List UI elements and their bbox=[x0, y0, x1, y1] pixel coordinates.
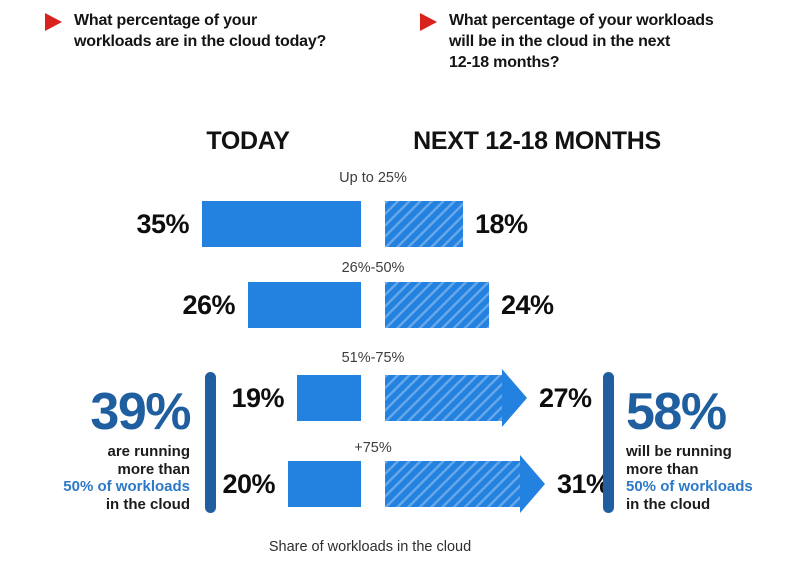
summary-line: 50% of workloads bbox=[63, 478, 190, 495]
next-bar-group bbox=[385, 455, 545, 513]
today-bar bbox=[248, 282, 361, 328]
next-half: 18% bbox=[385, 201, 528, 247]
summary-line: 50% of workloads bbox=[626, 478, 753, 495]
next-bar-group bbox=[385, 369, 527, 427]
bar-row: 35% 18% bbox=[0, 201, 806, 247]
arrow-head-icon bbox=[502, 369, 527, 427]
summary-line: in the cloud bbox=[105, 495, 190, 513]
next-bar bbox=[385, 201, 463, 247]
next-bar bbox=[385, 282, 489, 328]
next-half: 24% bbox=[385, 282, 554, 328]
summary-left: 39% are running more than 50% of workloads… bbox=[30, 383, 191, 513]
today-half: 20% bbox=[0, 461, 361, 507]
category-label: 26%-50% bbox=[341, 260, 405, 276]
category-label: Up to 25% bbox=[339, 170, 407, 186]
next-half: 27% bbox=[385, 369, 592, 427]
category-label: 51%-75% bbox=[341, 350, 405, 366]
bar-row: 19% 27% bbox=[0, 369, 806, 427]
summary-line: in the cloud bbox=[626, 495, 711, 513]
today-value-label: 20% bbox=[222, 468, 275, 499]
next-bar-group bbox=[385, 282, 489, 328]
summary-line: more than bbox=[626, 460, 699, 478]
column-header-today: TODAY bbox=[206, 127, 290, 155]
question-next: What percentage of your workloads will be… bbox=[420, 10, 714, 73]
summary-left-value: 39% bbox=[90, 383, 191, 441]
summary-line: more than bbox=[117, 460, 190, 478]
summary-right: 58% will be running more than 50% of workl… bbox=[626, 386, 806, 513]
summary-accent-bar-left bbox=[205, 372, 216, 513]
bar-row: 20% 31% bbox=[0, 455, 806, 513]
next-value-label: 24% bbox=[501, 289, 554, 320]
today-half: 19% bbox=[0, 375, 361, 421]
summary-line: are running bbox=[107, 443, 190, 460]
summary-right-text: will be running more than 50% of workloads… bbox=[626, 443, 806, 513]
today-bar bbox=[202, 201, 361, 247]
today-bar bbox=[288, 461, 361, 507]
today-value-label: 35% bbox=[136, 208, 189, 239]
next-half: 31% bbox=[385, 455, 610, 513]
today-bar bbox=[297, 375, 361, 421]
category-label: +75% bbox=[354, 440, 392, 456]
today-value-label: 19% bbox=[231, 382, 284, 413]
bar-row: 26% 24% bbox=[0, 282, 806, 328]
summary-accent-bar-right bbox=[603, 372, 614, 513]
next-bar bbox=[385, 461, 520, 507]
next-value-label: 18% bbox=[475, 208, 528, 239]
today-value-label: 26% bbox=[182, 289, 235, 320]
next-value-label: 31% bbox=[557, 468, 610, 499]
column-header-next: NEXT 12-18 MONTHS bbox=[413, 127, 661, 155]
axis-caption: Share of workloads in the cloud bbox=[268, 539, 472, 555]
red-triangle-bullet-icon bbox=[420, 13, 437, 31]
next-value-label: 27% bbox=[539, 382, 592, 413]
arrow-head-icon bbox=[520, 455, 545, 513]
summary-left-text: are running more than 50% of workloads in t… bbox=[30, 443, 190, 513]
next-bar bbox=[385, 375, 502, 421]
question-today: What percentage of your workloads are in … bbox=[45, 10, 326, 52]
summary-right-value: 58% bbox=[626, 383, 727, 441]
next-bar-group bbox=[385, 201, 463, 247]
red-triangle-bullet-icon bbox=[45, 13, 62, 31]
question-today-text: What percentage of your workloads are in … bbox=[74, 12, 327, 50]
summary-line: will be running bbox=[626, 443, 732, 460]
question-next-text: What percentage of your workloads will be… bbox=[449, 12, 714, 71]
today-half: 26% bbox=[0, 282, 361, 328]
today-half: 35% bbox=[0, 201, 361, 247]
